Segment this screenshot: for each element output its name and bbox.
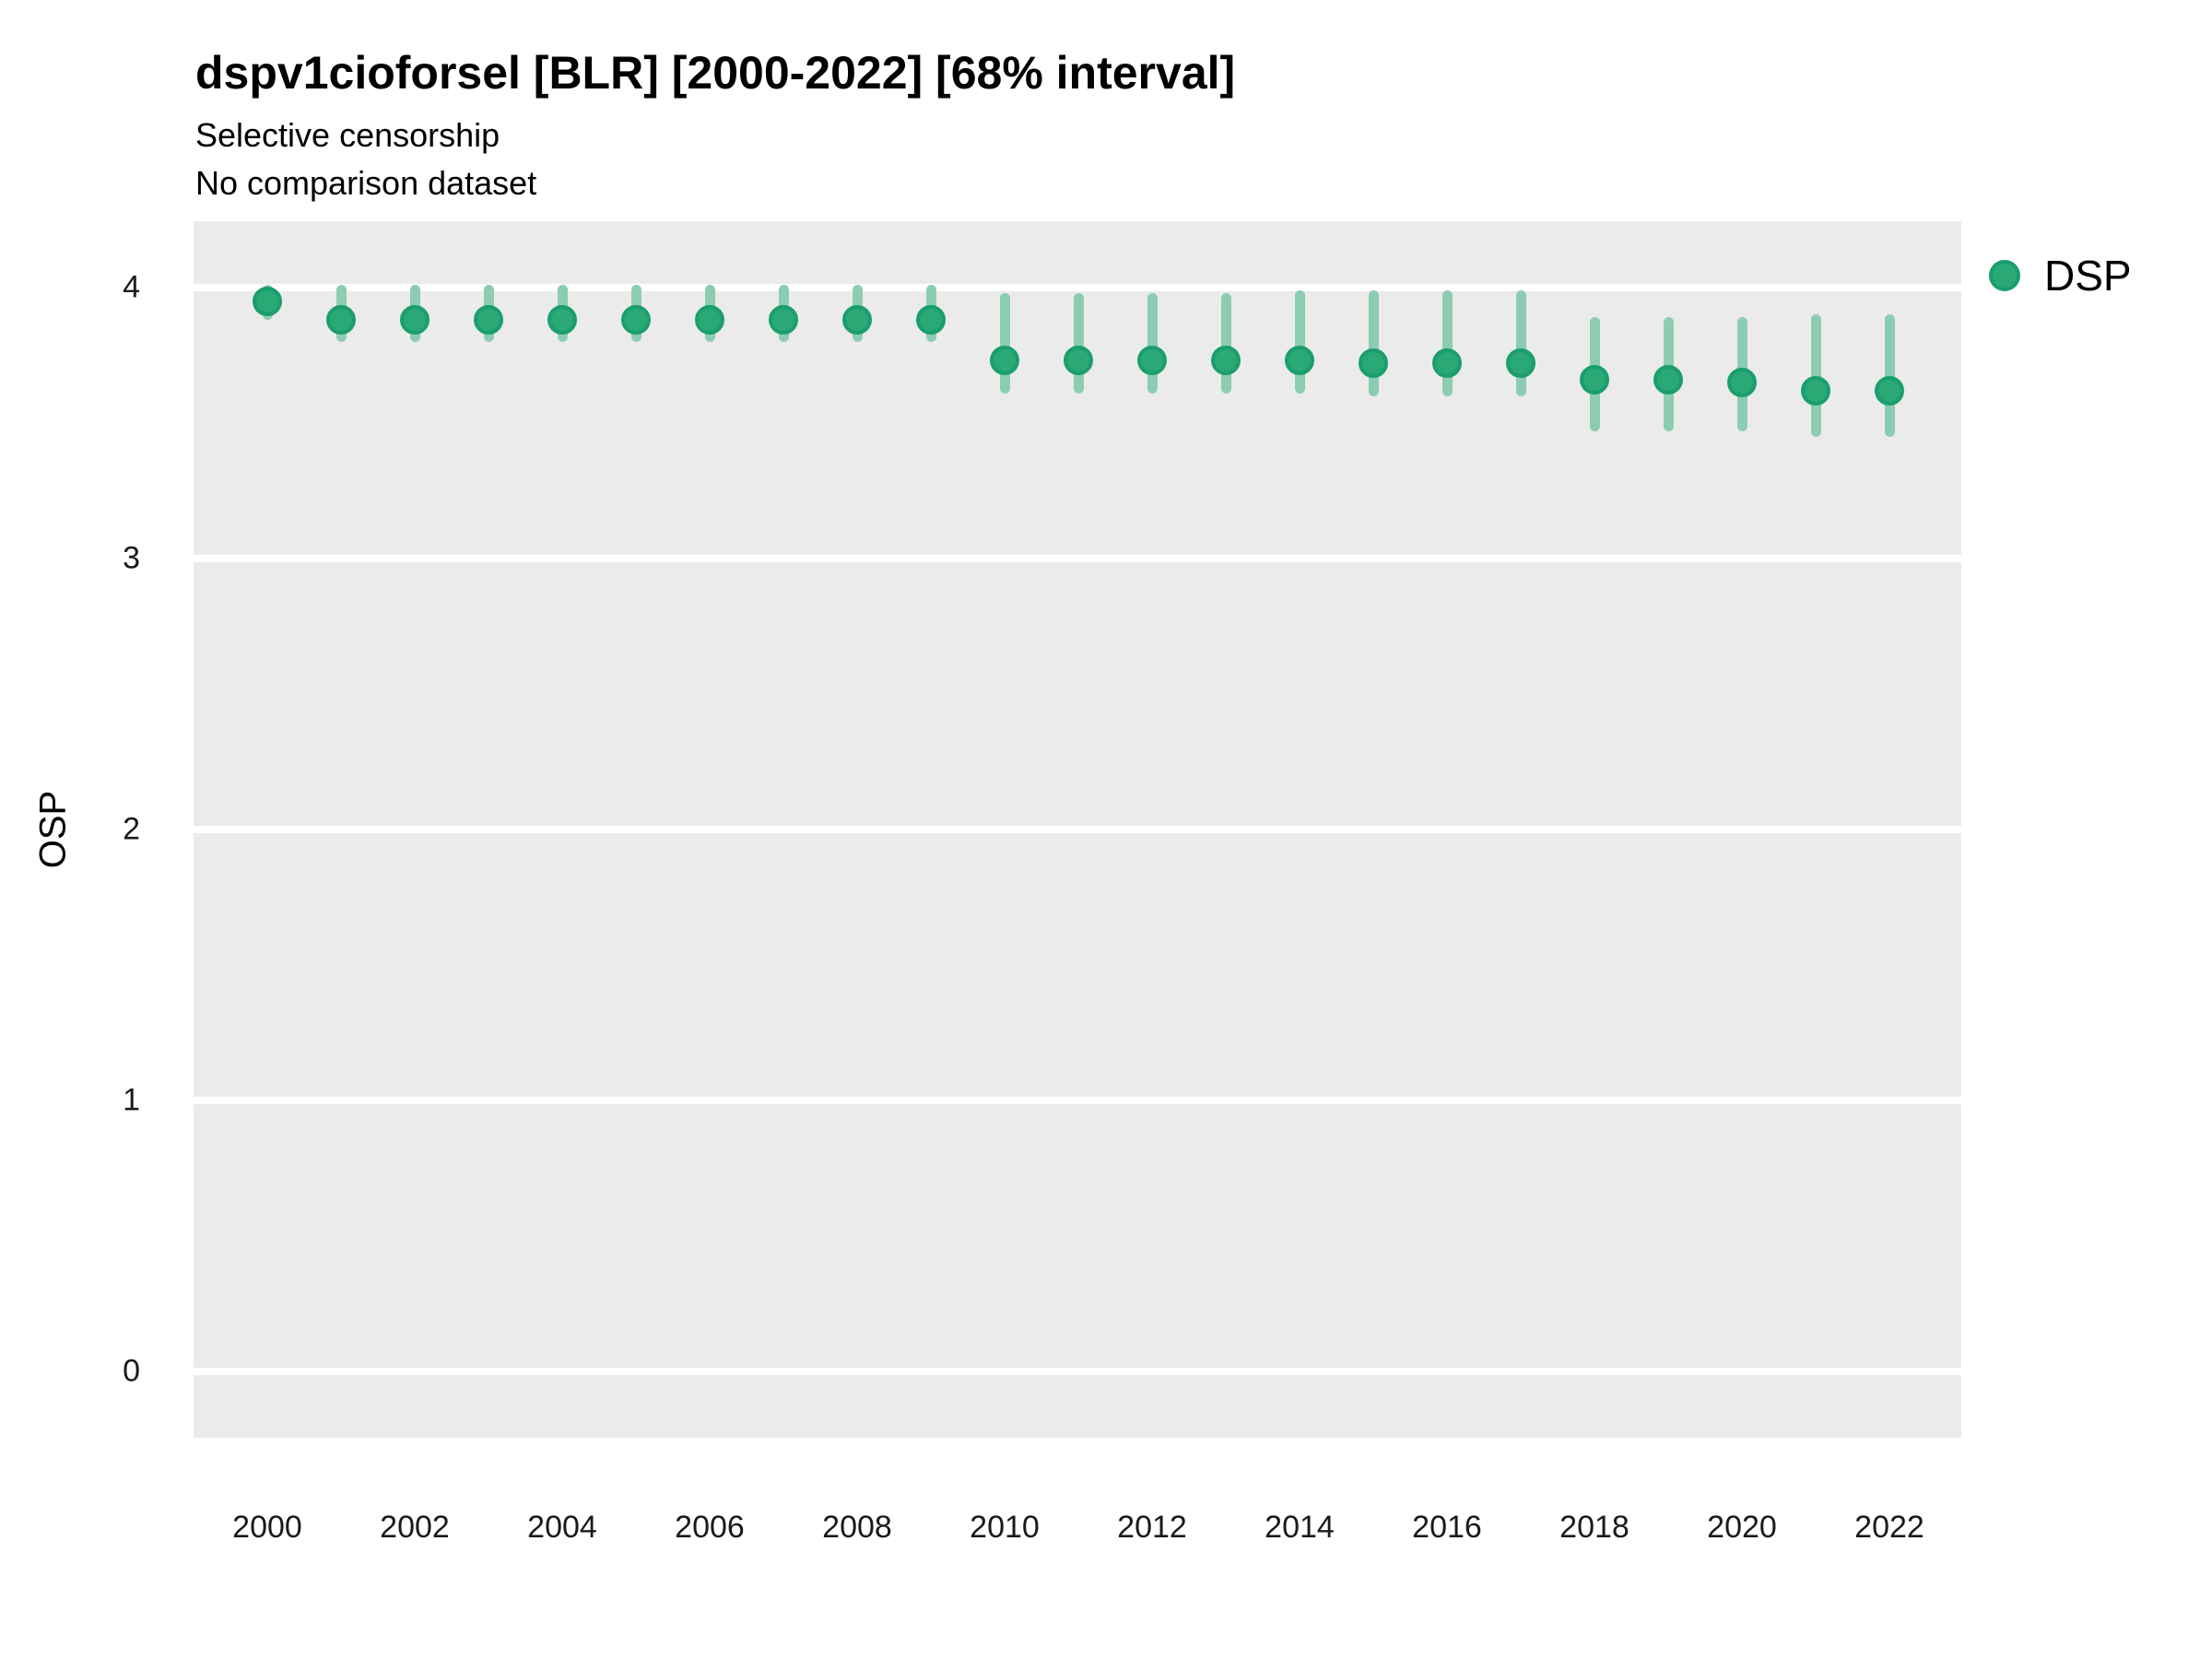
y-tick-label-0: 0: [123, 1353, 140, 1389]
x-tick-label-2010: 2010: [970, 1510, 1040, 1545]
data-point-2020: [1727, 367, 1757, 397]
x-tick-label-2006: 2006: [675, 1510, 745, 1545]
gridline-y-4: [194, 284, 1961, 292]
data-point-2006: [695, 305, 724, 335]
gridline-y-3: [194, 555, 1961, 562]
data-point-2003: [474, 305, 503, 335]
data-point-2022: [1875, 375, 1904, 406]
interval-bar-2012: [1147, 292, 1158, 394]
data-point-2000: [253, 286, 282, 316]
data-point-2015: [1359, 348, 1388, 379]
interval-bar-2010: [999, 292, 1010, 394]
y-tick-label-2: 2: [123, 811, 140, 847]
x-tick-label-2020: 2020: [1707, 1510, 1777, 1545]
interval-bar-2011: [1073, 292, 1084, 394]
interval-bar-2017: [1515, 289, 1526, 396]
data-point-2012: [1137, 346, 1167, 376]
legend: DSP: [1989, 251, 2132, 300]
legend-label: DSP: [2044, 252, 2132, 300]
x-tick-label-2000: 2000: [232, 1510, 302, 1545]
x-tick-label-2002: 2002: [380, 1510, 450, 1545]
page-title: dspv1cioforsel [BLR] [2000-2022] [68% in…: [195, 47, 1236, 99]
y-tick-label-4: 4: [123, 269, 140, 305]
x-tick-label-2016: 2016: [1412, 1510, 1482, 1545]
x-tick-label-2022: 2022: [1854, 1510, 1924, 1545]
data-point-2005: [621, 305, 651, 335]
data-point-2021: [1801, 375, 1830, 406]
interval-bar-2022: [1884, 314, 1895, 437]
data-point-2004: [547, 305, 577, 335]
data-point-2019: [1653, 364, 1683, 394]
x-tick-label-2008: 2008: [822, 1510, 892, 1545]
data-point-2010: [990, 346, 1019, 376]
x-tick-label-2004: 2004: [527, 1510, 597, 1545]
x-tick-label-2018: 2018: [1559, 1510, 1630, 1545]
x-tick-label-2012: 2012: [1117, 1510, 1187, 1545]
interval-bar-2015: [1368, 289, 1379, 396]
interval-bar-2013: [1220, 292, 1231, 394]
page-subtitle-2: No comparison dataset: [195, 164, 537, 202]
interval-bar-2016: [1441, 289, 1453, 396]
interval-bar-2021: [1810, 314, 1821, 437]
y-tick-label-1: 1: [123, 1082, 140, 1118]
gridline-y-2: [194, 826, 1961, 833]
data-point-2007: [769, 305, 798, 335]
page-subtitle: Selective censorship: [195, 116, 500, 154]
data-point-2009: [916, 305, 946, 335]
data-point-2001: [326, 305, 356, 335]
data-point-2016: [1432, 348, 1462, 379]
data-point-2013: [1211, 346, 1241, 376]
data-point-2011: [1064, 346, 1093, 376]
data-point-2017: [1506, 348, 1535, 379]
plot-panel: [194, 221, 1961, 1438]
y-tick-label-3: 3: [123, 540, 140, 576]
gridline-y-1: [194, 1096, 1961, 1104]
legend-point-icon: [1989, 260, 2020, 291]
data-point-2018: [1580, 364, 1609, 394]
data-point-2008: [842, 305, 872, 335]
gridline-y-0: [194, 1367, 1961, 1375]
x-tick-label-2014: 2014: [1265, 1510, 1335, 1545]
interval-bar-2014: [1294, 289, 1305, 394]
data-point-2002: [400, 305, 429, 335]
data-point-2014: [1285, 346, 1314, 376]
